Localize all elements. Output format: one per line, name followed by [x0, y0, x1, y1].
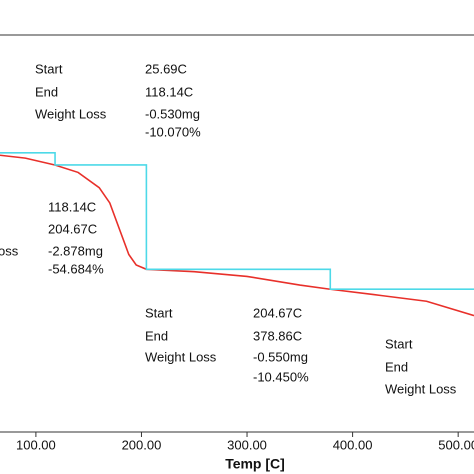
annotation-value: 118.14C	[48, 199, 96, 214]
annotation-value: 204.67C	[253, 305, 302, 320]
x-axis-title: Temp [C]	[225, 456, 285, 472]
annotation-value: -10.070%	[145, 124, 201, 139]
annotation-label: Start	[35, 61, 63, 76]
annotation-label: End	[145, 328, 168, 343]
x-tick-label: 500.00	[438, 437, 474, 452]
annotation-label: oss	[0, 243, 19, 258]
annotation-value: -0.530mg	[145, 106, 200, 121]
annotation-label: Start	[145, 305, 173, 320]
annotation-label: Weight Loss	[35, 106, 107, 121]
x-tick-label: 400.00	[333, 437, 373, 452]
annotation-value: 118.14C	[145, 84, 193, 99]
annotation-value: -10.450%	[253, 369, 309, 384]
x-tick-label: 100.00	[16, 437, 56, 452]
annotation-value: 25.69C	[145, 61, 187, 76]
annotation-label: End	[35, 84, 58, 99]
annotation-value: -54.684%	[48, 261, 104, 276]
series-line	[0, 154, 474, 317]
annotation-label: Weight Loss	[145, 349, 217, 364]
x-tick-label: 200.00	[122, 437, 162, 452]
annotation-label: Weight Loss	[385, 381, 457, 396]
annotation-value: -2.878mg	[48, 243, 103, 258]
annotation-value: 204.67C	[48, 221, 97, 236]
x-tick-label: 300.00	[227, 437, 267, 452]
annotation-label: Start	[385, 336, 413, 351]
annotation-label: End	[385, 359, 408, 374]
annotation-value: -0.550mg	[253, 349, 308, 364]
series-line	[0, 151, 474, 291]
annotation-value: 378.86C	[253, 328, 302, 343]
